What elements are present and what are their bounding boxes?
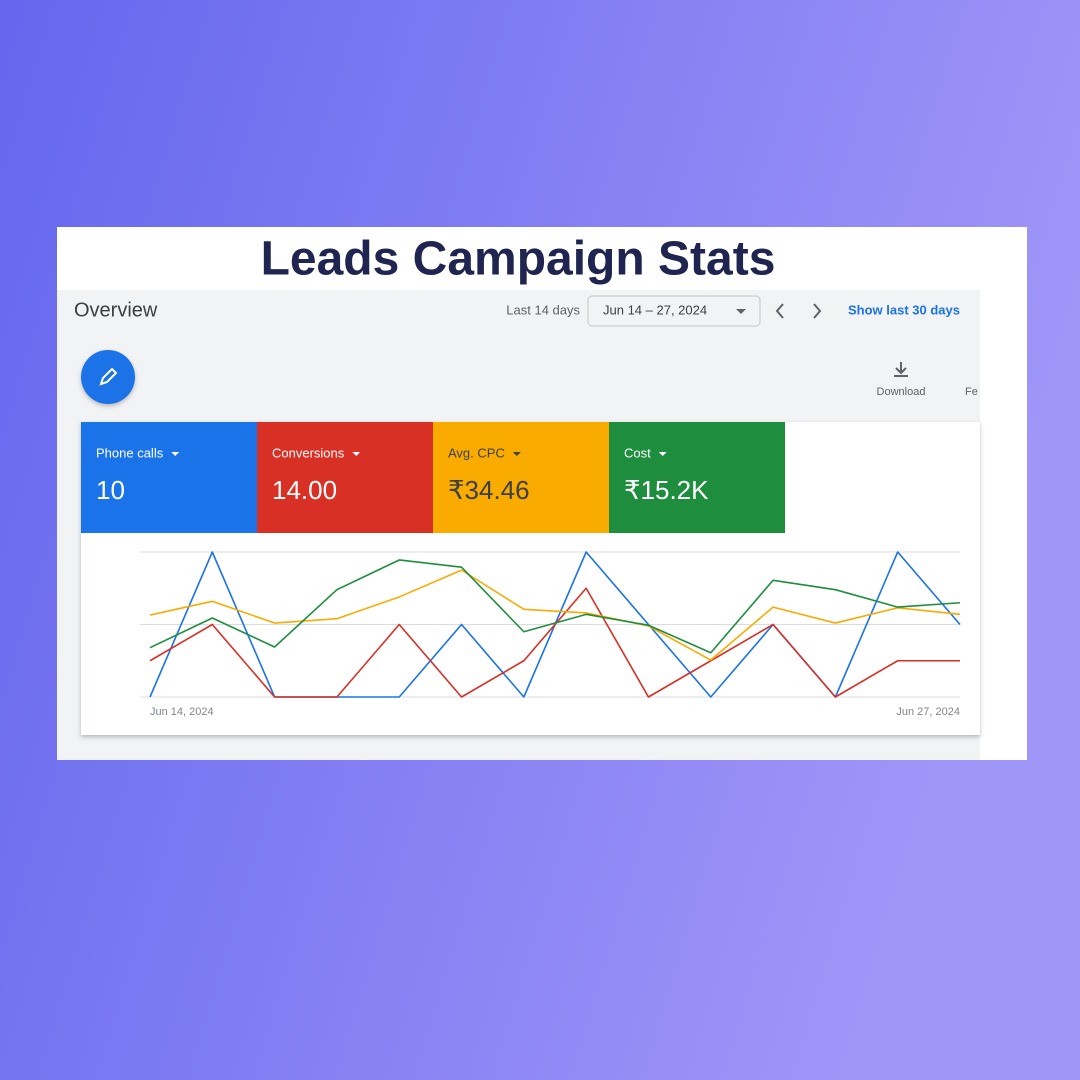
scorecard-arrow[interactable] [171, 452, 180, 456]
edit-button[interactable] [81, 350, 135, 404]
edit-icon [99, 367, 118, 386]
date-picker[interactable] [587, 295, 761, 327]
scorecard-arrow[interactable] [658, 452, 667, 456]
next-button[interactable] [813, 303, 822, 319]
scorecard-value[interactable]: ₹34.46 [448, 475, 530, 505]
show-30-days-link[interactable]: Show last 30 days [848, 302, 960, 317]
scorecard-name[interactable]: Avg. CPC [448, 445, 505, 460]
cut-label[interactable]: Fe [965, 386, 978, 398]
overview-heading: Overview [74, 299, 158, 321]
range-label: Last 14 days [506, 302, 580, 317]
series-line [149, 559, 961, 654]
prev-button[interactable] [775, 303, 784, 319]
scorecard[interactable] [609, 422, 785, 533]
dropdown-arrow[interactable] [736, 309, 746, 314]
date-range[interactable]: Jun 14 – 27, 2024 [603, 302, 707, 317]
scorecard-name[interactable]: Cost [624, 445, 651, 460]
download-icon[interactable] [894, 362, 908, 377]
x-tick-label: Jun 27, 2024 [896, 706, 960, 718]
scorecard-name[interactable]: Phone calls [96, 445, 164, 460]
title: Leads Campaign Stats [261, 233, 776, 286]
scorecard-value[interactable]: 14.00 [272, 475, 337, 505]
scorecard-name[interactable]: Conversions [272, 445, 345, 460]
scorecard[interactable] [433, 422, 609, 533]
scorecard-value[interactable]: 10 [96, 475, 125, 505]
x-tick-label: Jun 14, 2024 [150, 706, 214, 718]
download-label[interactable]: Download [877, 386, 926, 398]
scorecard-arrow[interactable] [352, 452, 361, 456]
scorecard-value[interactable]: ₹15.2K [624, 475, 709, 505]
scorecard[interactable] [81, 422, 257, 533]
series-line [149, 587, 960, 698]
scorecard[interactable] [257, 422, 433, 533]
scorecard-arrow[interactable] [512, 452, 521, 456]
series-line [149, 569, 961, 661]
